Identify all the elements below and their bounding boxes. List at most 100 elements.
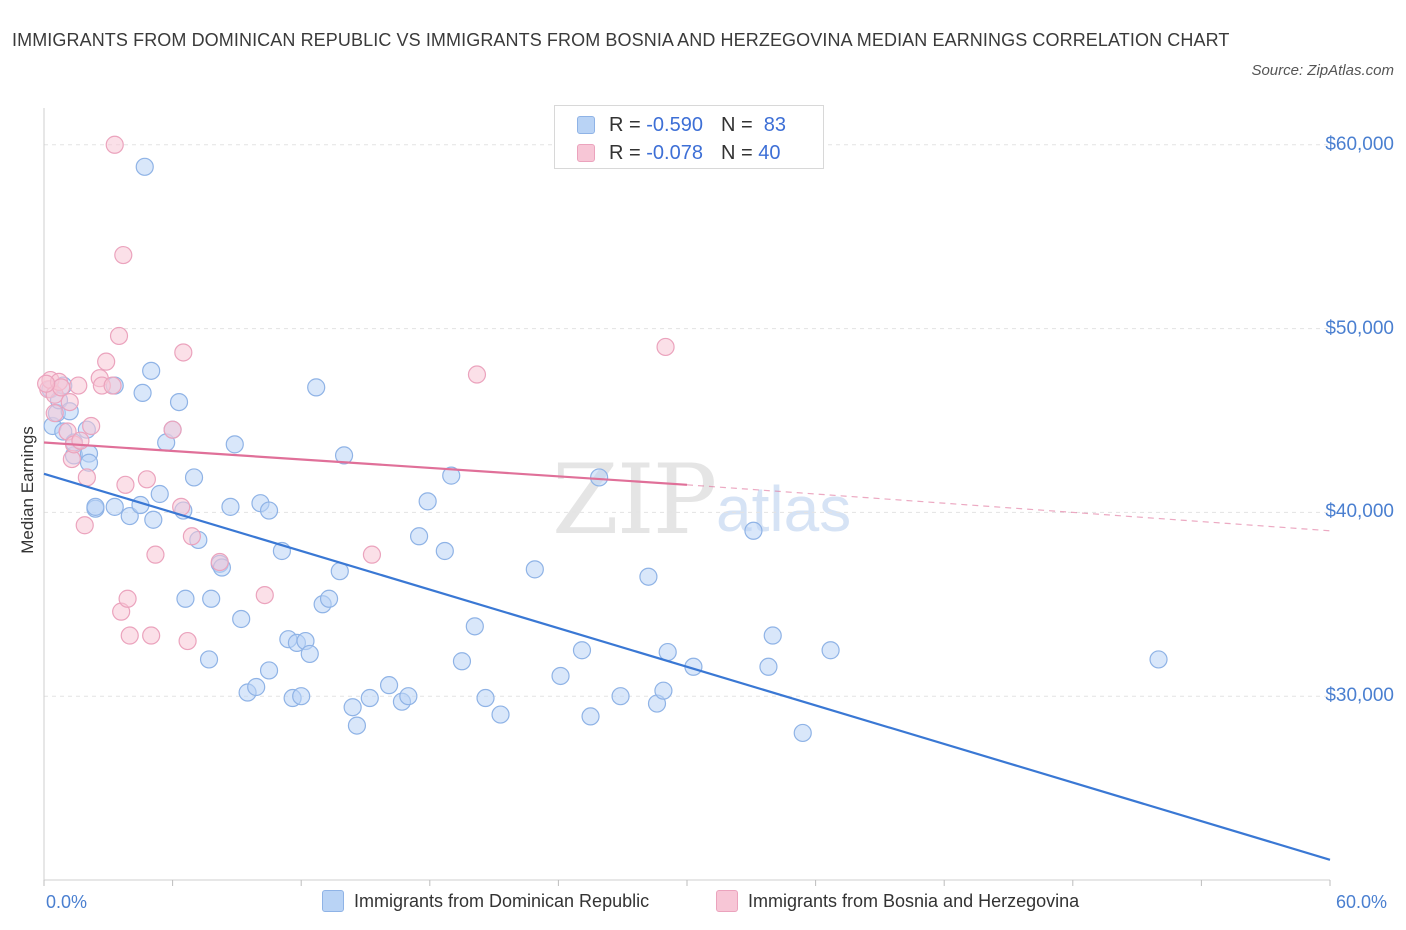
point-bosnia-23	[116, 475, 135, 494]
point-bosnia-18	[103, 376, 122, 395]
point-dominican-51	[319, 589, 339, 608]
point-bosnia-11	[71, 431, 90, 450]
point-dominican-77	[658, 642, 677, 662]
point-bosnia-19	[105, 135, 124, 154]
point-dominican-59	[399, 687, 418, 706]
bottom-legend-swatch-pink	[716, 890, 738, 912]
point-dominican-74	[639, 567, 658, 586]
bottom-legend-label-dominican: Immigrants from Dominican Republic	[354, 890, 650, 911]
bottom-legend-dominican: Immigrants from Dominican Republic	[322, 890, 649, 912]
point-dominican-61	[418, 492, 437, 511]
point-dominican-17	[133, 383, 152, 403]
point-dominican-81	[763, 626, 782, 645]
point-dominican-13	[86, 497, 105, 516]
point-dominican-20	[142, 361, 161, 380]
y-tick-label-0: $30,000	[1325, 685, 1394, 707]
point-dominican-38	[247, 677, 266, 697]
point-dominican-16	[120, 506, 139, 526]
trend-line-dominican	[43, 472, 1331, 861]
point-bosnia-33	[182, 527, 201, 546]
x-tick-label-max: 60.0%	[1336, 892, 1388, 912]
legend-n-value: 83	[763, 113, 787, 136]
legend-row-dominican: R = -0.590 N = 83	[577, 113, 786, 137]
point-bosnia-37	[467, 365, 487, 384]
point-bosnia-38	[656, 337, 675, 357]
watermark-zip: ZIP	[552, 444, 717, 556]
point-bosnia-22	[114, 245, 133, 265]
point-dominican-34	[221, 497, 240, 516]
legend-n-label: N =	[720, 113, 753, 136]
point-dominican-36	[232, 609, 251, 629]
point-bosnia-14	[82, 416, 101, 436]
point-dominican-76	[654, 681, 673, 700]
point-dominican-56	[360, 688, 379, 708]
point-dominican-84	[1149, 650, 1168, 669]
point-dominican-31	[202, 589, 221, 608]
trend-line-bosnia	[43, 441, 688, 486]
y-tick-label-3: $60,000	[1325, 133, 1394, 155]
point-bosnia-24	[118, 589, 137, 608]
point-dominican-64	[452, 652, 472, 671]
point-bosnia-35	[255, 585, 274, 605]
bottom-legend-bosnia: Immigrants from Bosnia and Herzegovina	[716, 890, 1079, 912]
x-tick-label-min: 0.0%	[46, 892, 88, 912]
point-dominican-46	[292, 687, 311, 706]
point-dominican-63	[442, 466, 461, 485]
point-dominican-82	[793, 723, 812, 743]
point-bosnia-39	[37, 374, 56, 393]
point-bosnia-34	[210, 552, 229, 572]
bottom-legend-label-bosnia: Immigrants from Bosnia and Herzegovina	[748, 890, 1080, 911]
point-bosnia-32	[178, 631, 197, 651]
source-label: Source: ZipAtlas.com	[1251, 62, 1394, 79]
legend-n-value: 40	[758, 141, 781, 164]
point-bosnia-13	[77, 468, 96, 487]
point-dominican-57	[379, 676, 399, 695]
chart-title: IMMIGRANTS FROM DOMINICAN REPUBLIC VS IM…	[12, 30, 1230, 50]
point-dominican-22	[150, 484, 169, 504]
y-tick-label-2: $50,000	[1325, 317, 1394, 339]
point-dominican-25	[169, 392, 189, 412]
point-dominican-40	[259, 501, 279, 520]
point-dominican-73	[611, 687, 630, 706]
point-dominican-71	[581, 707, 600, 726]
point-dominican-79	[744, 521, 763, 540]
point-bosnia-20	[109, 326, 129, 346]
point-bosnia-27	[142, 626, 161, 645]
point-dominican-15	[105, 497, 124, 516]
point-dominican-65	[465, 617, 484, 636]
correlation-legend: R = -0.590 N = 83 R = -0.078 N = 40	[554, 105, 824, 169]
point-dominican-60	[409, 527, 429, 546]
point-dominican-72	[590, 468, 609, 487]
point-dominican-49	[307, 378, 326, 397]
point-dominican-21	[144, 510, 163, 529]
trend-extension-bosnia	[686, 484, 1331, 532]
legend-n-label: N =	[720, 141, 753, 164]
point-dominican-80	[759, 657, 778, 676]
point-bosnia-10	[69, 376, 88, 395]
point-bosnia-26	[137, 470, 156, 489]
point-bosnia-36	[362, 545, 382, 564]
point-dominican-41	[259, 661, 279, 680]
point-dominican-55	[347, 716, 367, 735]
watermark-atlas: atlas	[716, 473, 852, 545]
legend-r-label: R =	[609, 113, 641, 136]
point-dominican-69	[551, 666, 570, 686]
point-dominican-53	[334, 446, 354, 465]
point-bosnia-17	[97, 352, 116, 371]
point-dominican-48	[300, 644, 319, 664]
y-tick-label-1: $40,000	[1325, 501, 1394, 523]
point-bosnia-28	[146, 545, 165, 564]
point-bosnia-29	[163, 420, 182, 439]
point-dominican-54	[343, 698, 362, 717]
point-bosnia-25	[120, 626, 139, 645]
point-dominican-62	[435, 541, 454, 561]
point-dominican-30	[199, 650, 219, 669]
point-dominican-27	[176, 589, 195, 608]
point-dominican-83	[821, 641, 840, 660]
point-dominican-19	[135, 157, 154, 176]
point-bosnia-12	[75, 516, 94, 535]
point-dominican-28	[184, 468, 204, 487]
point-bosnia-31	[174, 343, 193, 362]
point-bosnia-7	[60, 392, 79, 412]
